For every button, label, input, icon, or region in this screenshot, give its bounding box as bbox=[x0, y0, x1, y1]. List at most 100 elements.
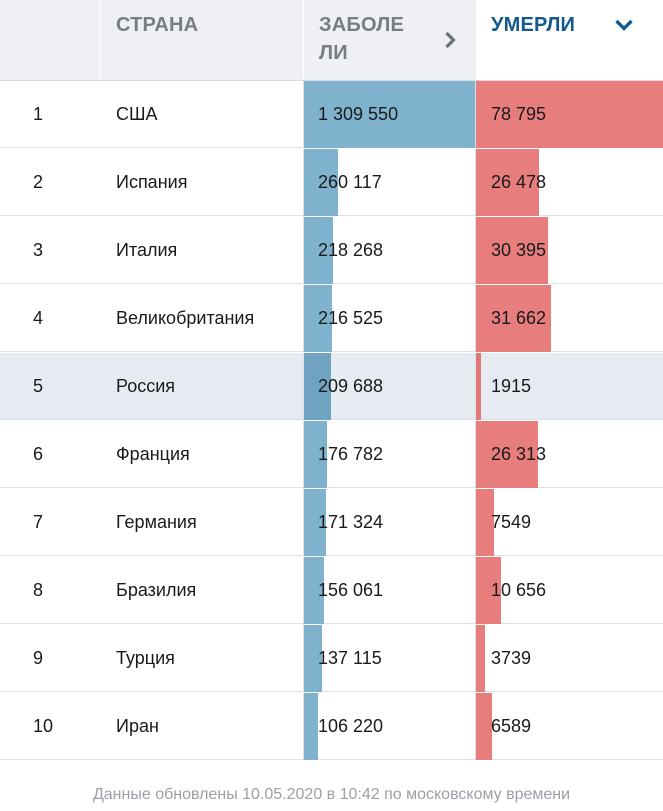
rank-cell: 6 bbox=[33, 444, 44, 464]
dead-value: 7549 bbox=[491, 512, 532, 532]
table-row: 10 Иран 106 220 6589 bbox=[0, 693, 663, 760]
table-row: 3 Италия 218 268 30 395 bbox=[0, 217, 663, 284]
sort-by-sick-button[interactable]: ЗАБОЛЕЛИ bbox=[303, 0, 475, 80]
dead-cell: 1915 bbox=[476, 353, 663, 420]
table-row: 1 США 1 309 550 78 795 bbox=[0, 81, 663, 148]
dead-bar bbox=[476, 285, 551, 352]
sick-cell: 209 688 bbox=[304, 353, 475, 420]
sick-bar bbox=[304, 353, 331, 420]
sick-value: 209 688 bbox=[318, 376, 384, 396]
sick-bar bbox=[304, 149, 338, 216]
rank-cell: 9 bbox=[33, 648, 44, 668]
dead-bar bbox=[476, 693, 492, 760]
update-note: Данные обновлены 10.05.2020 в 10:42 по м… bbox=[92, 786, 571, 803]
sick-bar bbox=[304, 217, 333, 284]
table-row: 9 Турция 137 115 3739 bbox=[0, 625, 663, 692]
header-rank bbox=[0, 0, 98, 80]
sick-cell: 137 115 bbox=[304, 625, 475, 692]
dead-value: 30 395 bbox=[491, 240, 547, 260]
dead-value: 1915 bbox=[491, 376, 532, 396]
sick-value: 156 061 bbox=[318, 580, 384, 600]
header-country: СТРАНА bbox=[99, 0, 302, 80]
country-cell: Франция bbox=[116, 444, 190, 464]
column-divider bbox=[475, 149, 476, 216]
rank-cell: 3 bbox=[33, 240, 44, 260]
sick-bar bbox=[304, 625, 322, 692]
chevron-down-icon bbox=[615, 19, 633, 31]
column-divider bbox=[303, 421, 304, 488]
rank-cell: 1 bbox=[33, 104, 44, 124]
dead-bar bbox=[476, 149, 539, 216]
dead-cell: 3739 bbox=[476, 625, 663, 692]
dead-bar bbox=[476, 81, 663, 148]
column-divider bbox=[475, 217, 476, 284]
dead-bar bbox=[476, 217, 548, 284]
table-row: 7 Германия 171 324 7549 bbox=[0, 489, 663, 556]
column-divider bbox=[303, 625, 304, 692]
column-divider bbox=[475, 285, 476, 352]
sick-value: 106 220 bbox=[318, 716, 384, 736]
dead-value: 26 478 bbox=[491, 172, 547, 192]
dead-cell: 26 313 bbox=[476, 421, 663, 488]
dead-value: 3739 bbox=[491, 648, 532, 668]
table-row: 4 Великобритания 216 525 31 662 bbox=[0, 285, 663, 352]
sick-value: 137 115 bbox=[318, 648, 382, 668]
column-divider bbox=[475, 625, 476, 692]
sick-bar bbox=[304, 693, 318, 760]
sick-cell: 106 220 bbox=[304, 693, 475, 760]
column-divider bbox=[475, 693, 476, 760]
column-divider bbox=[303, 353, 304, 420]
dead-cell: 30 395 bbox=[476, 217, 663, 284]
country-cell: Испания bbox=[116, 172, 188, 192]
country-cell: Турция bbox=[116, 648, 175, 668]
sick-value: 260 117 bbox=[318, 172, 382, 192]
dead-bar bbox=[476, 557, 501, 624]
sick-value: 176 782 bbox=[318, 444, 384, 464]
country-cell: Италия bbox=[116, 240, 178, 260]
sick-cell: 171 324 bbox=[304, 489, 475, 556]
column-divider bbox=[475, 353, 476, 420]
column-divider bbox=[475, 81, 476, 148]
header-country-label: СТРАНА bbox=[116, 14, 199, 36]
dead-cell: 7549 bbox=[476, 489, 663, 556]
sick-bar bbox=[304, 557, 324, 624]
sick-cell: 156 061 bbox=[304, 557, 475, 624]
covid-stats-table: СТРАНА ЗАБОЛЕЛИ УМЕРЛИ 1 США 1 309 550 7… bbox=[0, 0, 663, 760]
column-divider bbox=[303, 149, 304, 216]
dead-value: 10 656 bbox=[491, 580, 547, 600]
column-divider bbox=[303, 557, 304, 624]
sick-value: 1 309 550 bbox=[318, 104, 399, 124]
table-row: 5 Россия 209 688 1915 bbox=[0, 353, 663, 420]
column-divider bbox=[303, 693, 304, 760]
rank-cell: 2 bbox=[33, 172, 44, 192]
sick-bar bbox=[304, 81, 475, 148]
dead-cell: 26 478 bbox=[476, 149, 663, 216]
country-cell: Великобритания bbox=[116, 308, 255, 328]
column-divider bbox=[475, 421, 476, 488]
country-cell: Германия bbox=[116, 512, 197, 532]
sick-cell: 260 117 bbox=[304, 149, 475, 216]
sick-value: 218 268 bbox=[318, 240, 384, 260]
chevron-right-icon bbox=[445, 31, 456, 49]
column-divider bbox=[303, 489, 304, 556]
country-cell: Бразилия bbox=[116, 580, 197, 600]
sort-by-dead-button[interactable]: УМЕРЛИ bbox=[476, 0, 663, 80]
dead-bar bbox=[476, 489, 494, 556]
dead-bar bbox=[476, 353, 481, 420]
table-row: 6 Франция 176 782 26 313 bbox=[0, 421, 663, 488]
dead-cell: 78 795 bbox=[476, 81, 663, 148]
sick-bar bbox=[304, 421, 327, 488]
rank-cell: 7 bbox=[33, 512, 44, 532]
sick-value: 216 525 bbox=[318, 308, 384, 328]
rank-cell: 4 bbox=[33, 308, 44, 328]
column-divider bbox=[303, 285, 304, 352]
dead-cell: 6589 bbox=[476, 693, 663, 760]
dead-value: 31 662 bbox=[491, 308, 547, 328]
sick-cell: 1 309 550 bbox=[304, 81, 475, 148]
country-cell: Россия bbox=[116, 376, 176, 396]
dead-value: 26 313 bbox=[491, 444, 547, 464]
sick-bar bbox=[304, 489, 326, 556]
dead-value: 6589 bbox=[491, 716, 532, 736]
sick-cell: 216 525 bbox=[304, 285, 475, 352]
country-cell: США bbox=[116, 104, 158, 124]
